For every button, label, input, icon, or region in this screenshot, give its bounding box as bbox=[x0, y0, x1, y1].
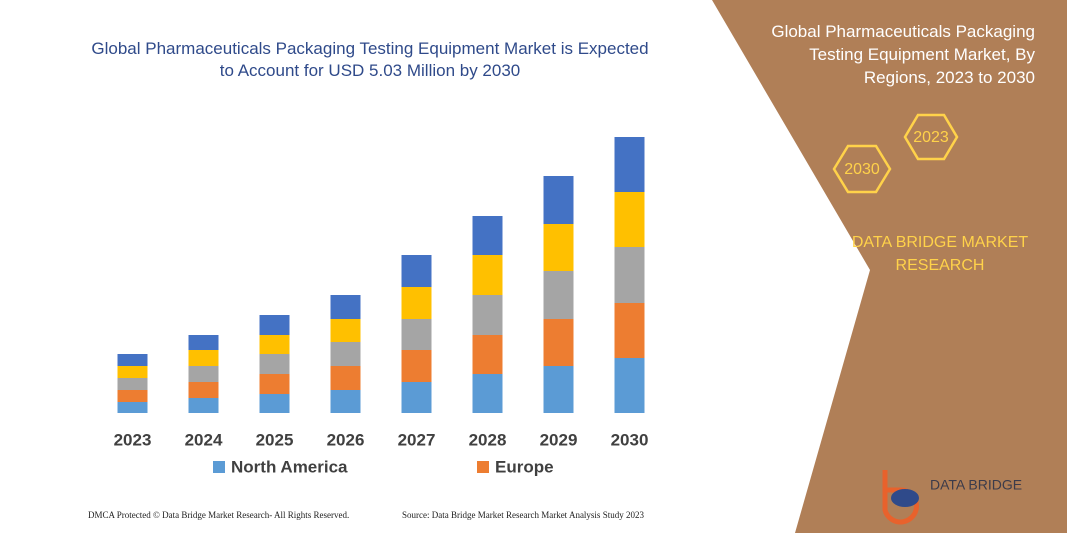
x-tick-label: 2026 bbox=[327, 430, 365, 449]
x-tick-label: 2024 bbox=[185, 430, 223, 449]
logo-text: DATA BRIDGE bbox=[930, 477, 1022, 493]
bar-segment bbox=[614, 137, 645, 192]
bar-segment bbox=[614, 247, 645, 303]
bar-segment bbox=[401, 350, 432, 382]
bar-segment bbox=[259, 354, 290, 374]
x-tick-label: 2030 bbox=[611, 430, 649, 449]
bar-segment bbox=[543, 366, 574, 413]
bar-segment bbox=[117, 366, 148, 378]
bar-segment bbox=[259, 315, 290, 335]
bar-segment bbox=[543, 319, 574, 366]
bar-segment bbox=[117, 378, 148, 390]
x-tick-label: 2027 bbox=[398, 430, 436, 449]
brand: DATA BRIDGE MARKET RESEARCH bbox=[851, 234, 1029, 274]
bar-segment bbox=[117, 354, 148, 366]
bar-segment bbox=[614, 303, 645, 358]
bar-segment bbox=[401, 382, 432, 413]
legend-label: Europe bbox=[495, 457, 554, 476]
bar-segment bbox=[259, 335, 290, 354]
x-tick-label: 2025 bbox=[256, 430, 294, 449]
bar-segment bbox=[330, 342, 361, 366]
bar-segment bbox=[330, 366, 361, 390]
bar-segment bbox=[614, 192, 645, 247]
bar-segment bbox=[401, 255, 432, 287]
bar-segment bbox=[188, 335, 219, 350]
badge-hex bbox=[832, 144, 892, 194]
bar-segment bbox=[614, 358, 645, 413]
badge-label: 2030 bbox=[844, 161, 880, 178]
bar-segment bbox=[188, 398, 219, 413]
bar-segment bbox=[117, 390, 148, 402]
legend-swatch bbox=[213, 461, 225, 473]
footer: Source: Data Bridge Market Research Mark… bbox=[402, 510, 644, 520]
bar-segment bbox=[330, 319, 361, 342]
legend-label: North America bbox=[231, 457, 348, 476]
bar-segment bbox=[188, 366, 219, 382]
bar-segment bbox=[401, 287, 432, 319]
x-tick-label: 2028 bbox=[469, 430, 507, 449]
bar-segment bbox=[330, 295, 361, 319]
bar-segment bbox=[259, 394, 290, 413]
bar-segment bbox=[472, 255, 503, 295]
side-title: Global Pharmaceuticals Packaging Testing… bbox=[771, 22, 1035, 87]
bar-segment bbox=[188, 350, 219, 366]
footer: DMCA Protected © Data Bridge Market Rese… bbox=[88, 510, 350, 520]
badge-label: 2023 bbox=[913, 129, 949, 146]
bar-segment bbox=[472, 295, 503, 335]
bar-segment bbox=[330, 390, 361, 413]
bar-segment bbox=[472, 335, 503, 374]
chart-title: Global Pharmaceuticals Packaging Testing… bbox=[91, 39, 649, 80]
badge-hex bbox=[903, 113, 959, 161]
side-panel bbox=[712, 0, 1067, 533]
bar-segment bbox=[472, 216, 503, 255]
x-tick-label: 2023 bbox=[114, 430, 152, 449]
bar-segment bbox=[543, 224, 574, 271]
bar-segment bbox=[259, 374, 290, 394]
bar-segment bbox=[188, 382, 219, 398]
x-tick-label: 2029 bbox=[540, 430, 578, 449]
bar-segment bbox=[117, 402, 148, 413]
bar-segment bbox=[543, 176, 574, 224]
bar-segment bbox=[543, 271, 574, 319]
bar-segment bbox=[401, 319, 432, 350]
legend-swatch bbox=[477, 461, 489, 473]
bar-segment bbox=[472, 374, 503, 413]
logo-icon bbox=[891, 489, 919, 507]
